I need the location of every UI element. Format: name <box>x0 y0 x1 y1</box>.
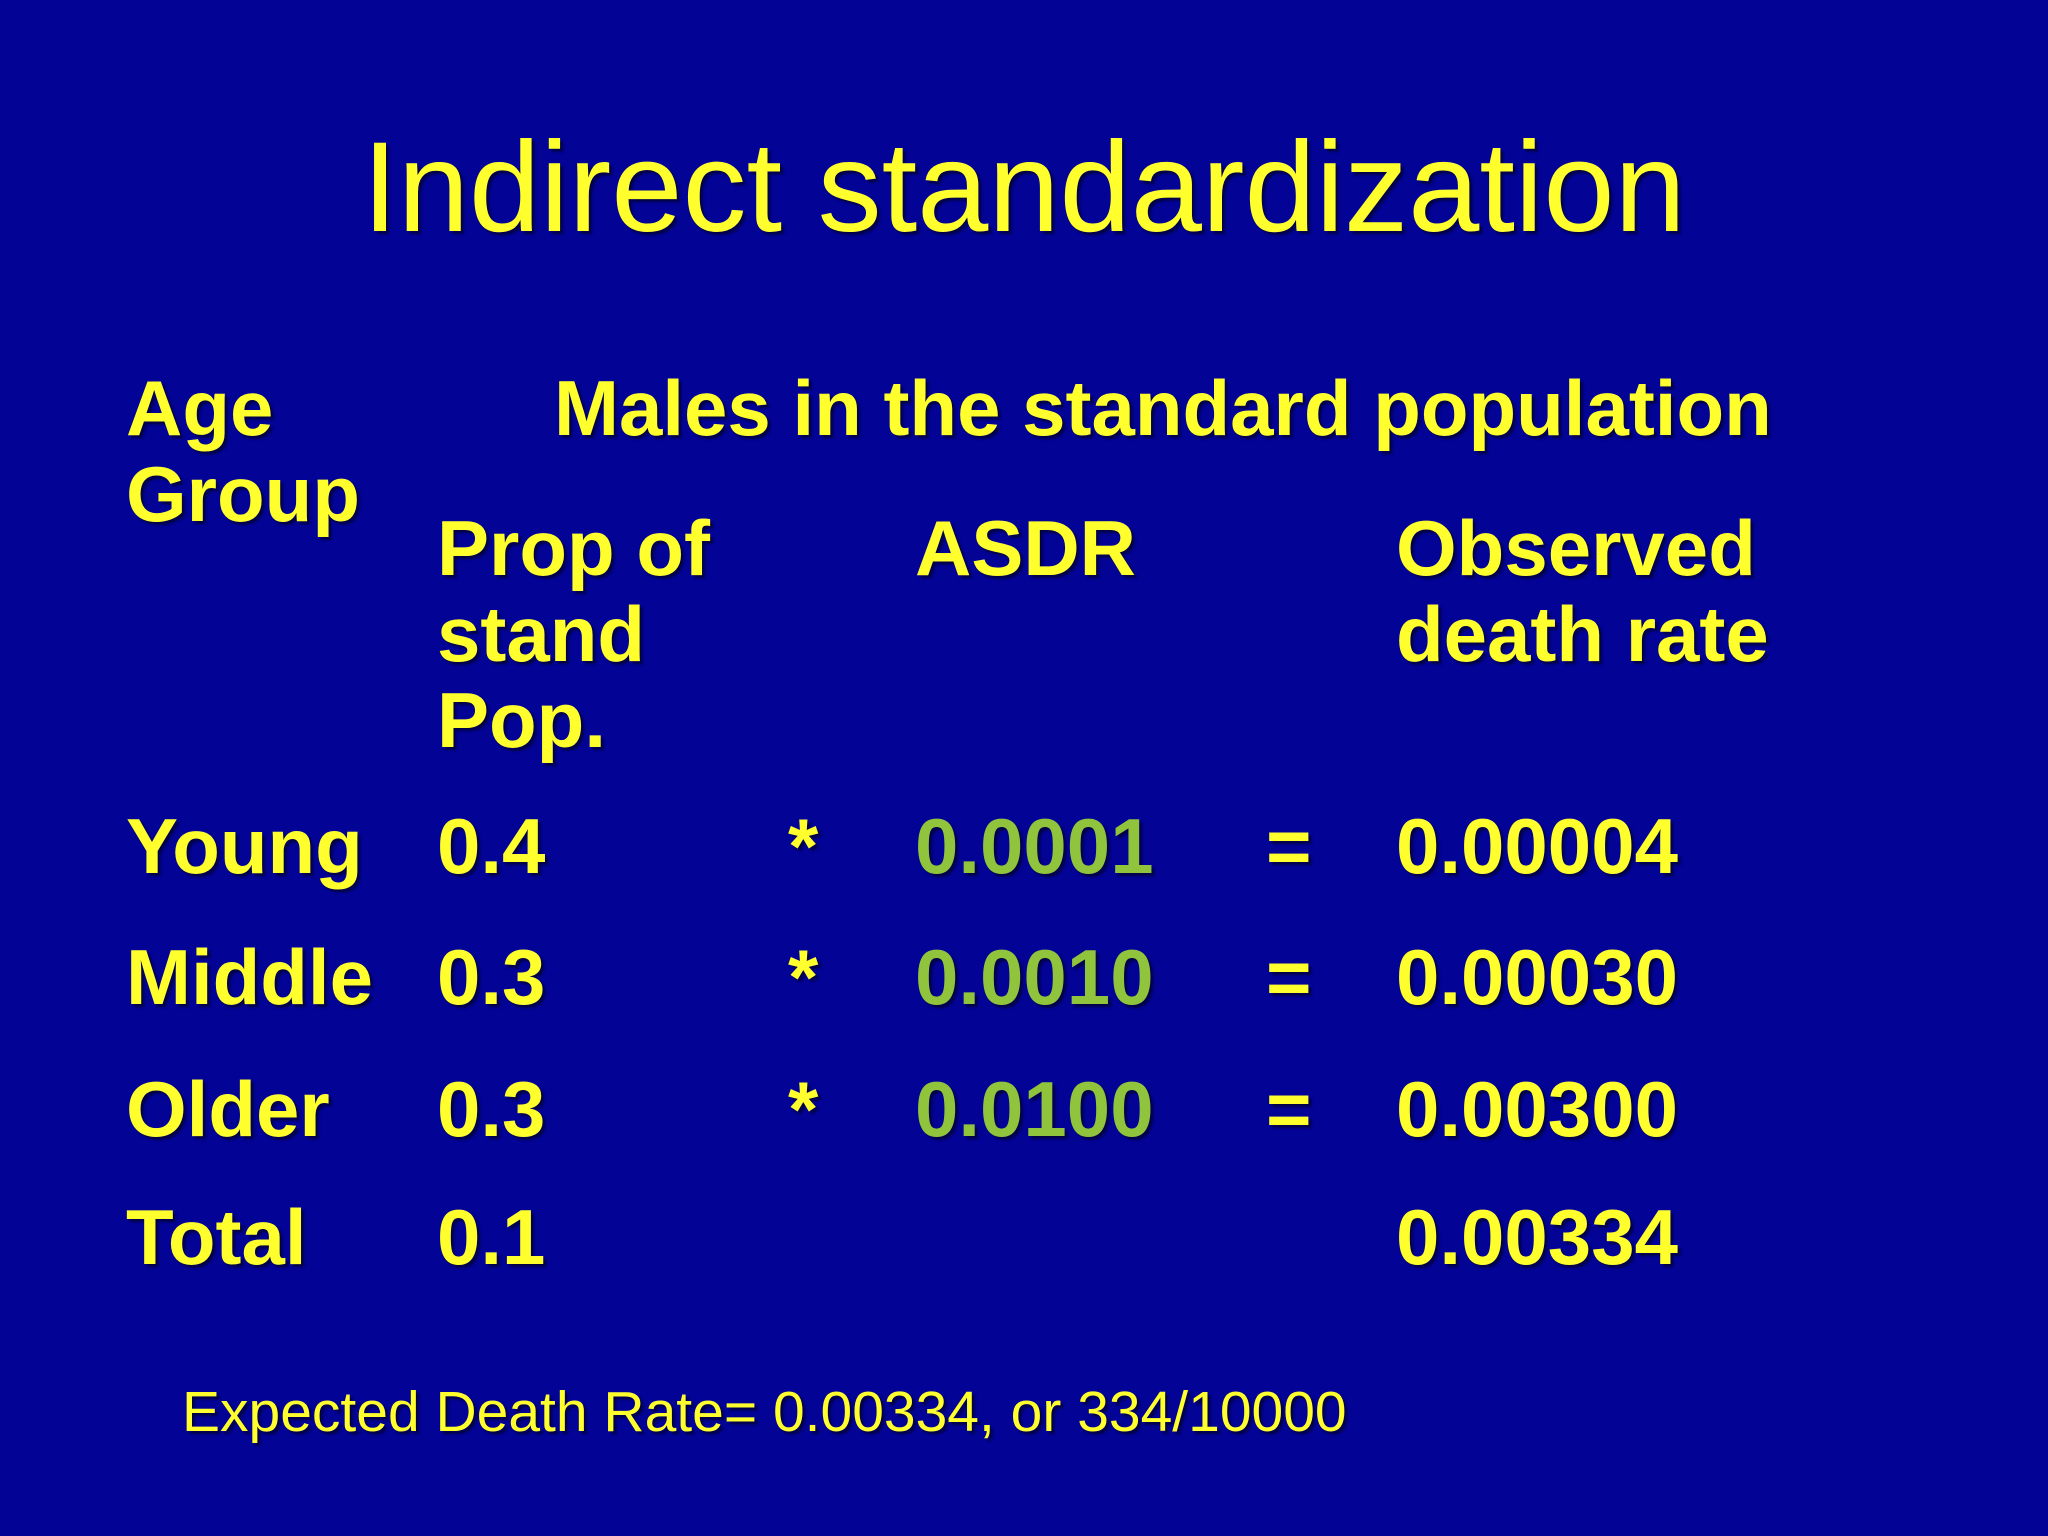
row-older-asdr-value: 0.0100 <box>915 1065 1154 1153</box>
row-older-equals-sign: = <box>1266 1065 1312 1153</box>
row-young-prop-value: 0.4 <box>437 802 546 890</box>
row-total-prop-value: 0.1 <box>437 1193 546 1281</box>
col-header-observed-death-rate: Observed death rate <box>1396 504 1769 678</box>
row-middle-asdr-value: 0.0010 <box>915 933 1154 1021</box>
row-young-equals-sign: = <box>1266 802 1312 890</box>
row-middle-age-label: Middle <box>126 933 373 1021</box>
col-header-age-group: Age Group <box>126 364 360 538</box>
row-young-age-label: Young <box>126 802 363 890</box>
expected-death-rate-footnote: Expected Death Rate= 0.00334, or 334/100… <box>182 1380 1347 1444</box>
row-older-age-label: Older <box>126 1065 330 1153</box>
col-header-prop-of-stand-pop: Prop of stand Pop. <box>437 504 710 764</box>
row-young-multiply-sign: * <box>788 802 819 890</box>
span-header-males-standard-population: Males in the standard population <box>554 364 1772 452</box>
row-older-prop-value: 0.3 <box>437 1065 546 1153</box>
row-middle-observed-value: 0.00030 <box>1396 933 1678 1021</box>
col-header-asdr: ASDR <box>915 504 1137 592</box>
row-young-observed-value: 0.00004 <box>1396 802 1678 890</box>
row-total-age-label: Total <box>126 1193 307 1281</box>
row-middle-prop-value: 0.3 <box>437 933 546 1021</box>
row-middle-multiply-sign: * <box>788 933 819 1021</box>
slide-title: Indirect standardization <box>362 116 1686 259</box>
row-older-multiply-sign: * <box>788 1065 819 1153</box>
row-young-asdr-value: 0.0001 <box>915 802 1154 890</box>
row-middle-equals-sign: = <box>1266 933 1312 1021</box>
row-older-observed-value: 0.00300 <box>1396 1065 1678 1153</box>
row-total-observed-value: 0.00334 <box>1396 1193 1678 1281</box>
